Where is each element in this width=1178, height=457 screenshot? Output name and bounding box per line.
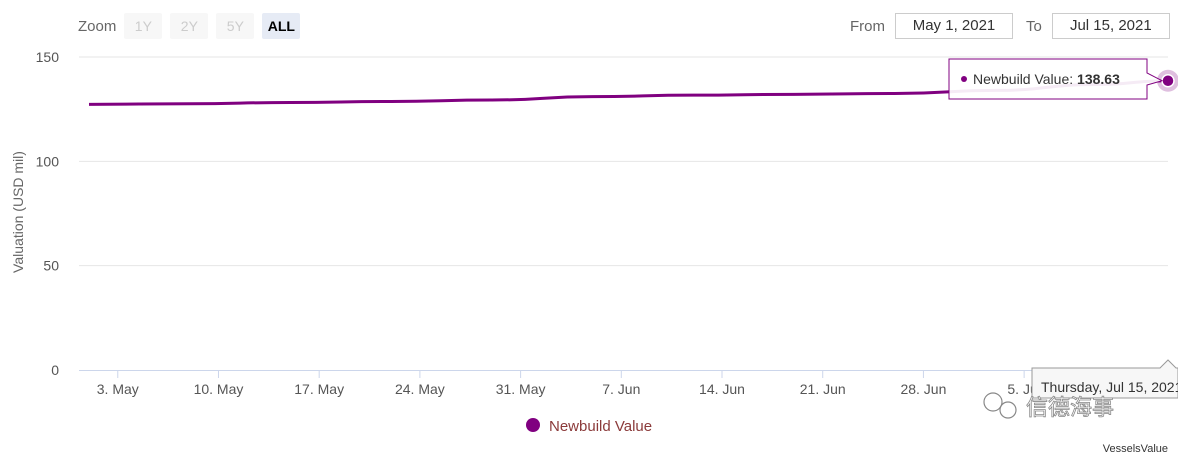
- x-tick-label: 10. May: [194, 381, 244, 397]
- zoom-selector: Zoom 1Y 2Y 5Y ALL: [78, 12, 308, 40]
- to-date-input[interactable]: Jul 15, 2021: [1051, 13, 1170, 39]
- data-point-marker[interactable]: [1161, 73, 1175, 88]
- date-range-from: From May 1, 2021: [850, 12, 1013, 40]
- legend[interactable]: Newbuild Value: [526, 418, 652, 435]
- y-axis-title: Valuation (USD mil): [10, 151, 26, 273]
- x-tick-label: 21. Jun: [800, 381, 846, 397]
- x-tick-label: 3. May: [97, 381, 139, 397]
- x-tick-label: 17. May: [294, 381, 344, 397]
- y-tick-label: 0: [51, 362, 59, 378]
- legend-label[interactable]: Newbuild Value: [549, 418, 652, 435]
- zoom-button-all[interactable]: ALL: [262, 13, 301, 39]
- watermark-text: 信德海事: [1026, 395, 1114, 420]
- navigator-tooltip-box: [1031, 359, 1178, 399]
- navigator-tooltip: Thursday, Jul 15, 2021: [1031, 359, 1178, 399]
- x-tick-label: 24. May: [395, 381, 445, 397]
- y-tick-label: 150: [36, 49, 60, 65]
- zoom-button-2y[interactable]: 2Y: [170, 13, 209, 39]
- y-tick-label: 50: [43, 258, 59, 274]
- grid-lines: [79, 56, 1168, 267]
- to-label: To: [1026, 17, 1042, 35]
- axes: 0 50 100 150 3. May 10. May 17. May 24. May 31. …: [36, 49, 1168, 397]
- x-tick-label: 28. Jun: [900, 381, 946, 397]
- tooltip-series-label: Newbuild Value:: [973, 71, 1077, 87]
- x-tick-label: 14. Jun: [699, 381, 745, 397]
- tooltip-value: 138.63: [1077, 71, 1120, 87]
- x-tick-label: 7. Jun: [602, 381, 640, 397]
- watermark: 信德海事: [983, 392, 1114, 420]
- legend-marker: [526, 418, 540, 432]
- from-date-input[interactable]: May 1, 2021: [895, 13, 1013, 39]
- y-tick-label: 100: [36, 153, 60, 169]
- zoom-button-1y[interactable]: 1Y: [124, 13, 163, 39]
- series-layer: Newbuild Value: 138.63: [88, 58, 1178, 106]
- tooltip-series-dot: [961, 76, 967, 82]
- x-tick-label: 31. May: [496, 381, 546, 397]
- zoom-button-5y[interactable]: 5Y: [216, 13, 255, 39]
- wechat-icon-bubble: [999, 401, 1017, 419]
- date-range-to: To Jul 15, 2021: [1026, 12, 1170, 40]
- tooltip-text: Newbuild Value: 138.63: [973, 71, 1120, 87]
- navigator-tooltip-text: Thursday, Jul 15, 2021: [1041, 379, 1178, 395]
- wechat-icon: [983, 392, 1003, 412]
- from-label: From: [850, 17, 885, 35]
- chart-credit[interactable]: VesselsValue: [1103, 443, 1168, 455]
- tooltip: Newbuild Value: 138.63: [948, 58, 1164, 100]
- zoom-label: Zoom: [78, 17, 117, 35]
- tooltip-box: [948, 58, 1164, 100]
